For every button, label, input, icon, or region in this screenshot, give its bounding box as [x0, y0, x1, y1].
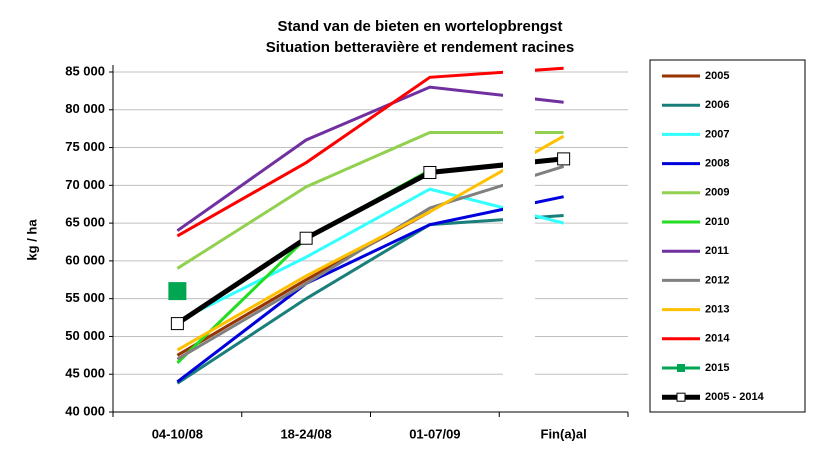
legend-label: 2011 — [705, 245, 729, 257]
x-tick-label: 04-10/08 — [152, 426, 203, 441]
point-marker — [168, 282, 187, 301]
legend-label: 2013 — [705, 304, 729, 316]
legend-marker — [677, 364, 685, 372]
point-marker — [299, 231, 313, 245]
series-line — [176, 187, 564, 323]
axis-break — [503, 65, 535, 412]
series-line — [176, 66, 564, 238]
chart-subtitle: Situation betteravière et rendement raci… — [266, 39, 574, 56]
y-tick-label: 40 000 — [65, 403, 105, 418]
y-tick-label: 65 000 — [65, 215, 105, 230]
legend-label: 2010 — [705, 216, 729, 228]
legend-marker — [676, 392, 686, 402]
x-tick-label: 01-07/09 — [409, 426, 460, 441]
legend-label: 2012 — [705, 274, 729, 286]
x-tick-label: 18-24/08 — [280, 426, 331, 441]
series-line — [176, 85, 564, 232]
legend-label: 2009 — [705, 187, 729, 199]
x-tick-label: Fin(a)al — [541, 426, 587, 441]
series-line — [176, 134, 565, 352]
point-marker — [170, 317, 184, 331]
chart-title: Stand van de bieten en wortelopbrengst — [277, 18, 562, 35]
series-line — [175, 156, 564, 326]
series-line — [176, 130, 564, 270]
legend-label: 2008 — [705, 158, 729, 170]
series-line — [176, 165, 565, 361]
series-line — [176, 195, 564, 383]
plot-area — [113, 65, 628, 412]
point-marker — [423, 165, 437, 179]
y-tick-label: 45 000 — [65, 366, 105, 381]
legend-label: 2005 — [705, 70, 729, 82]
point-marker — [557, 152, 571, 166]
legend-label: 2007 — [705, 128, 729, 140]
y-tick-label: 55 000 — [65, 290, 105, 305]
y-axis-label: kg / ha — [24, 219, 39, 261]
legend-label: 2015 — [705, 362, 729, 374]
legend-label: 2006 — [705, 99, 729, 111]
legend-box — [649, 59, 806, 413]
y-tick-label: 85 000 — [65, 63, 105, 78]
y-tick-label: 80 000 — [65, 101, 105, 116]
series-line — [176, 214, 564, 385]
legend-label: 2014 — [705, 333, 730, 345]
y-tick-label: 75 000 — [65, 139, 105, 154]
legend-label: 2005 - 2014 — [705, 391, 765, 403]
y-tick-label: 60 000 — [65, 252, 105, 267]
y-tick-label: 50 000 — [65, 328, 105, 343]
y-tick-label: 70 000 — [65, 177, 105, 192]
